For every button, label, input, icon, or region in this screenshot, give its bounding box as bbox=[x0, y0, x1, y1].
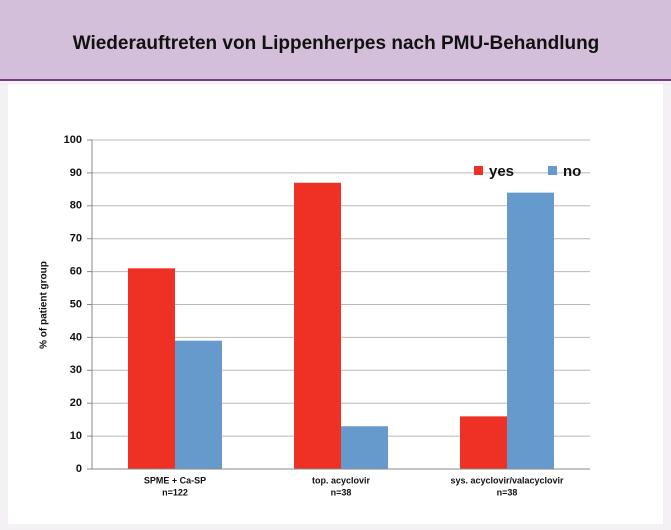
x-tick-label: n=122 bbox=[162, 487, 188, 497]
bar bbox=[294, 182, 341, 469]
y-tick-label: 40 bbox=[70, 331, 82, 343]
y-tick-label: 80 bbox=[70, 200, 82, 212]
legend-swatch bbox=[474, 166, 483, 175]
bar bbox=[128, 268, 175, 469]
chart-title: Wiederauftreten von Lippenherpes nach PM… bbox=[73, 33, 600, 54]
y-tick-label: 10 bbox=[70, 430, 82, 442]
x-tick-label: n=38 bbox=[331, 487, 352, 497]
bar bbox=[507, 192, 554, 469]
legend-label: no bbox=[563, 163, 581, 180]
y-tick-label: 60 bbox=[70, 266, 82, 278]
y-tick-label: 70 bbox=[70, 233, 82, 245]
bar bbox=[460, 416, 507, 469]
legend-swatch bbox=[548, 166, 557, 175]
bar bbox=[175, 340, 222, 469]
legend-label: yes bbox=[489, 163, 514, 180]
x-tick-label: n=38 bbox=[497, 487, 518, 497]
x-tick-label: top. acyclovir bbox=[312, 475, 371, 485]
y-tick-label: 50 bbox=[70, 298, 82, 310]
y-tick-label: 0 bbox=[76, 463, 82, 475]
y-tick-label: 20 bbox=[70, 397, 82, 409]
x-tick-label: sys. acyclovir/valacyclovir bbox=[450, 475, 564, 485]
y-tick-label: 30 bbox=[70, 364, 82, 376]
header-band bbox=[0, 0, 671, 80]
y-tick-label: 100 bbox=[64, 134, 82, 146]
bar bbox=[341, 426, 388, 469]
y-tick-label: 90 bbox=[70, 167, 82, 179]
y-axis-label: % of patient group bbox=[39, 261, 50, 349]
x-tick-label: SPME + Ca-SP bbox=[144, 475, 206, 485]
